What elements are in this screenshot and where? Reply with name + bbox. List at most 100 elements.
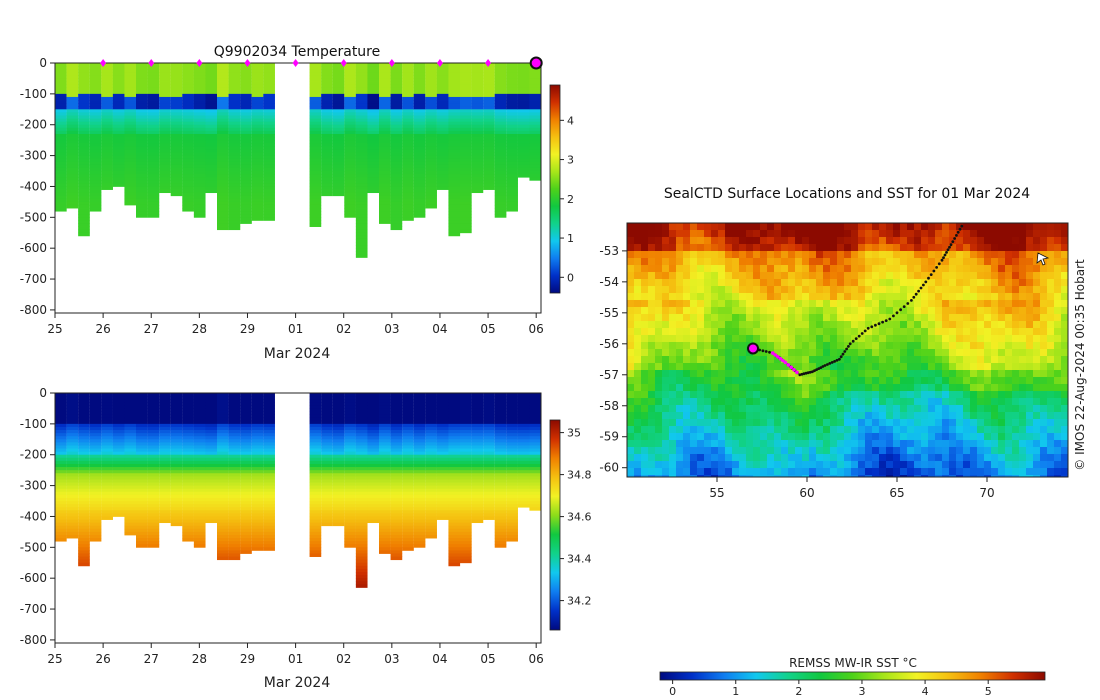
sst-cell xyxy=(725,223,733,231)
x-tick-label: 05 xyxy=(480,322,495,336)
heatmap-cell xyxy=(344,513,356,517)
heatmap-cell xyxy=(136,198,148,203)
heatmap-cell xyxy=(448,204,461,209)
sst-cell xyxy=(907,251,915,259)
heatmap-cell xyxy=(448,78,461,82)
heatmap-cell xyxy=(193,544,206,548)
heatmap-cell xyxy=(367,72,380,76)
heatmap-cell xyxy=(217,174,229,178)
sst-cell xyxy=(795,293,803,301)
heatmap-cell xyxy=(55,161,67,166)
heatmap-cell xyxy=(436,69,449,73)
heatmap-cell xyxy=(425,473,437,477)
heatmap-cell xyxy=(263,501,275,505)
heatmap-cell xyxy=(124,420,137,425)
heatmap-cell xyxy=(147,494,160,499)
heatmap-cell xyxy=(124,408,137,412)
heatmap-cell xyxy=(182,93,194,98)
heatmap-cell xyxy=(240,501,252,505)
heatmap-cell xyxy=(78,81,90,86)
heatmap-cell xyxy=(494,127,507,132)
heatmap-cell xyxy=(355,192,368,197)
heatmap-cell xyxy=(147,214,160,218)
heatmap-cell xyxy=(494,541,507,545)
heatmap-cell xyxy=(309,513,322,517)
heatmap-cell xyxy=(413,115,426,119)
heatmap-cell xyxy=(390,467,403,471)
heatmap-cell xyxy=(182,171,194,175)
heatmap-cell xyxy=(413,112,426,116)
sst-cell xyxy=(977,342,985,350)
sst-cell xyxy=(781,258,789,266)
heatmap-cell xyxy=(263,525,275,530)
sst-cell xyxy=(851,342,859,350)
heatmap-cell xyxy=(205,177,218,181)
heatmap-cell xyxy=(263,510,275,514)
heatmap-cell xyxy=(66,491,79,496)
sst-cell xyxy=(655,223,663,231)
heatmap-cell xyxy=(332,155,345,160)
heatmap-cell xyxy=(494,457,507,462)
heatmap-cell xyxy=(309,211,322,215)
heatmap-cell xyxy=(332,482,345,486)
heatmap-cell xyxy=(390,476,403,480)
heatmap-cell xyxy=(425,467,437,471)
heatmap-cell xyxy=(529,473,541,477)
heatmap-cell xyxy=(309,414,322,419)
heatmap-cell xyxy=(182,531,194,536)
heatmap-cell xyxy=(136,167,148,172)
heatmap-cell xyxy=(436,423,449,428)
heatmap-cell xyxy=(344,171,356,175)
heatmap-cell xyxy=(460,87,472,92)
heatmap-cell xyxy=(390,522,403,527)
heatmap-cell xyxy=(263,414,275,419)
heatmap-cell xyxy=(66,497,79,502)
heatmap-cell xyxy=(78,402,90,406)
colorbar-tick-label: 34.4 xyxy=(567,553,592,566)
heatmap-cell xyxy=(228,158,241,163)
sst-cell xyxy=(1040,307,1048,315)
heatmap-cell xyxy=(471,460,484,465)
heatmap-cell xyxy=(379,491,391,496)
sst-cell xyxy=(1019,335,1027,343)
sst-cell xyxy=(725,300,733,308)
heatmap-cell xyxy=(263,164,275,169)
heatmap-cell xyxy=(321,140,333,144)
heatmap-cell xyxy=(379,167,391,172)
sst-cell xyxy=(1026,335,1034,343)
heatmap-cell xyxy=(517,488,530,493)
sst-cell xyxy=(914,314,922,322)
sst-cell xyxy=(1040,279,1048,287)
heatmap-cell xyxy=(124,130,137,135)
heatmap-cell xyxy=(263,127,275,132)
heatmap-cell xyxy=(460,399,472,403)
heatmap-cell xyxy=(78,171,90,175)
heatmap-cell xyxy=(471,399,484,403)
heatmap-cell xyxy=(494,78,507,82)
sst-cell xyxy=(739,286,747,294)
heatmap-cell xyxy=(159,161,171,166)
heatmap-cell xyxy=(506,204,518,209)
heatmap-cell xyxy=(112,93,125,98)
heatmap-cell xyxy=(471,121,484,126)
heatmap-cell xyxy=(436,93,449,98)
heatmap-cell xyxy=(55,189,67,194)
heatmap-cell xyxy=(147,87,160,92)
heatmap-cell xyxy=(228,75,241,79)
heatmap-cell xyxy=(448,195,461,200)
heatmap-cell xyxy=(228,183,241,187)
sst-cell xyxy=(641,272,649,280)
heatmap-cell xyxy=(379,158,391,163)
heatmap-cell xyxy=(344,143,356,147)
heatmap-cell xyxy=(309,491,322,496)
heatmap-cell xyxy=(55,522,67,527)
heatmap-cell xyxy=(263,183,275,187)
heatmap-cell xyxy=(263,146,275,150)
heatmap-cell xyxy=(136,100,148,104)
heatmap-cell xyxy=(240,433,252,437)
heatmap-cell xyxy=(78,146,90,150)
sst-cell xyxy=(872,300,880,308)
heatmap-cell xyxy=(379,183,391,187)
heatmap-cell xyxy=(263,167,275,172)
heatmap-cell xyxy=(321,118,333,123)
